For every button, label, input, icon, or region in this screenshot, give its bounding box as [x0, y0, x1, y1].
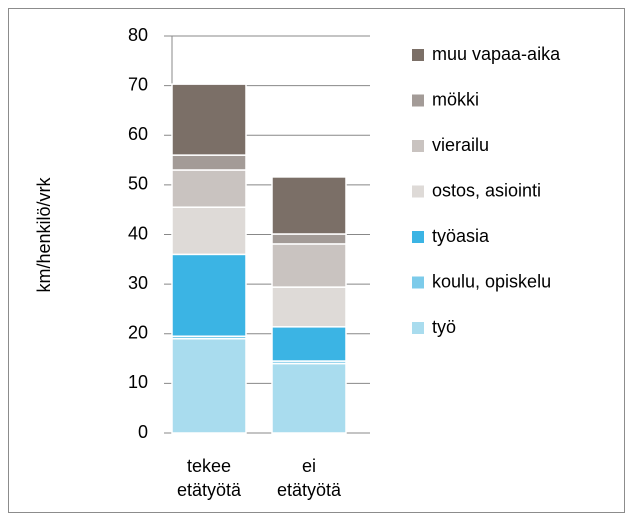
y-tick-label: 30: [128, 273, 148, 293]
bar-segment: [171, 154, 247, 171]
bar-segment: [171, 337, 247, 434]
bar-segment: [271, 243, 347, 288]
legend-swatch: [412, 322, 424, 334]
x-tick-label: tekee etätyötä: [177, 456, 242, 500]
legend-swatch: [412, 276, 424, 289]
y-tick-label: 40: [128, 223, 148, 243]
x-tick-label: ei etätyötä: [277, 456, 342, 500]
bar-segment: [171, 253, 247, 337]
y-tick-label: 70: [128, 74, 148, 94]
y-tick-label: 10: [128, 372, 148, 392]
bar-segment: [271, 176, 347, 235]
legend-swatch: [412, 94, 424, 107]
y-tick-label: 20: [128, 323, 148, 343]
legend-label: työasia: [432, 226, 490, 246]
legend-label: mökki: [432, 89, 479, 109]
bar-segment: [171, 206, 247, 256]
bar-segment: [271, 233, 347, 245]
bar-segment: [271, 286, 347, 328]
legend-swatch: [412, 185, 424, 198]
bar-segment: [171, 169, 247, 208]
y-tick-label: 50: [128, 174, 148, 194]
y-tick-label: 60: [128, 124, 148, 144]
legend-swatch: [412, 49, 424, 61]
bar-segment: [271, 326, 347, 362]
y-tick-label: 0: [138, 422, 148, 442]
legend-label: työ: [432, 317, 456, 337]
legend-swatch: [412, 140, 424, 152]
y-tick-label: 80: [128, 25, 148, 45]
bar-segment: [271, 362, 347, 434]
legend-label: koulu, opiskelu: [432, 271, 551, 291]
legend-label: ostos, asiointi: [432, 180, 541, 200]
legend-label: vierailu: [432, 135, 489, 155]
legend-swatch: [412, 231, 424, 243]
legend-label: muu vapaa-aika: [432, 44, 561, 64]
y-axis-label: km/henkilö/vrk: [34, 176, 54, 292]
bar-segment: [171, 83, 247, 156]
